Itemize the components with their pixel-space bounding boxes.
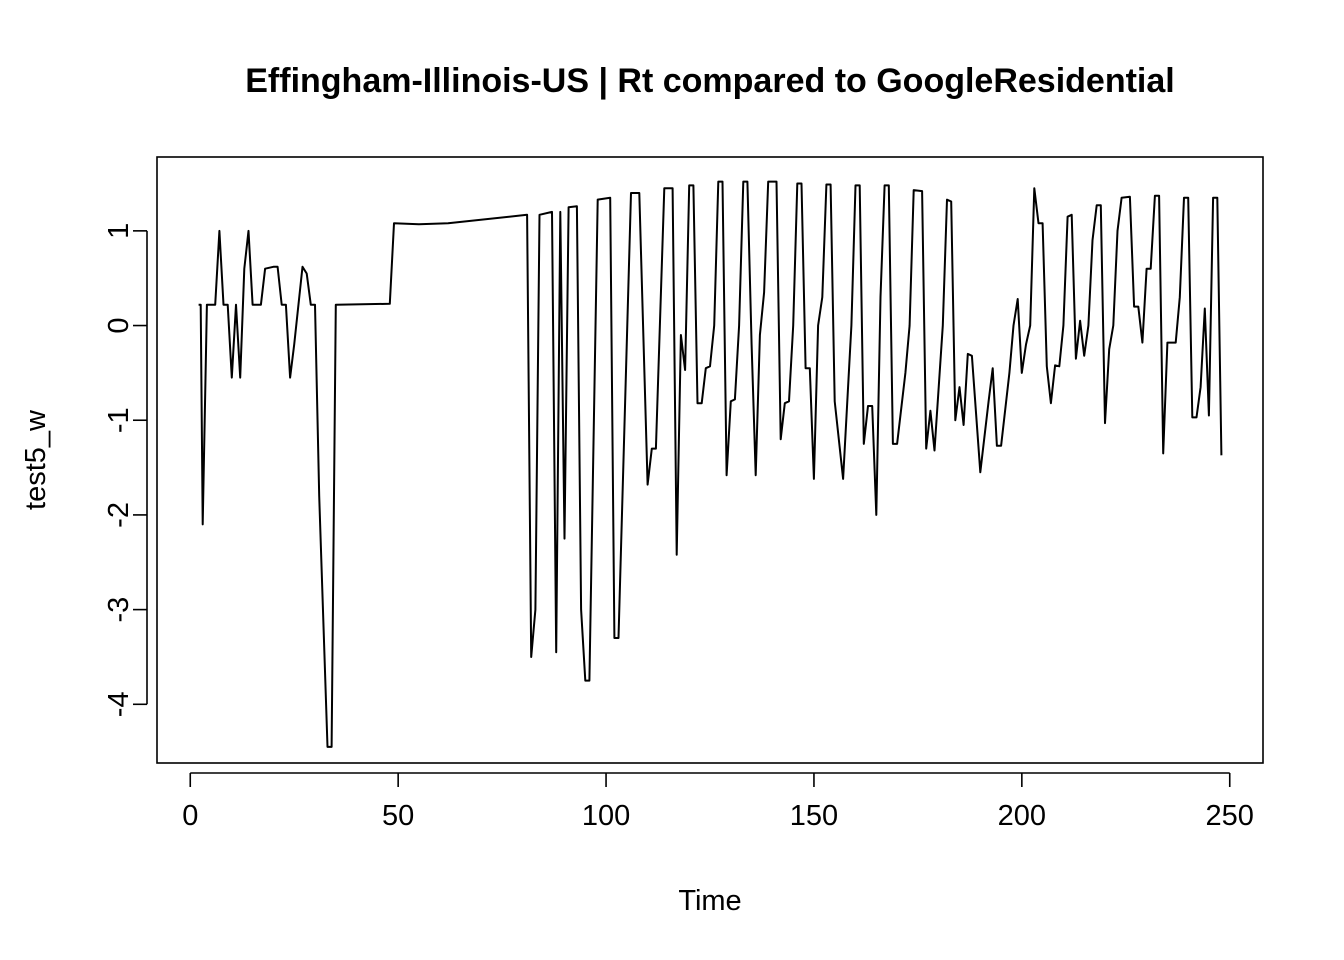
y-axis-label: test5_w: [20, 409, 52, 510]
y-tick-label: -3: [103, 597, 135, 623]
y-tick-label: -2: [103, 502, 135, 528]
plot-area: [156, 156, 1264, 764]
x-tick-label: 100: [582, 800, 630, 832]
y-axis: -4 -3 -2 -1 0 1: [103, 223, 148, 717]
y-tick-label: -1: [103, 407, 135, 433]
series-group: [198, 180, 1223, 748]
x-tick-label: 50: [382, 800, 414, 832]
chart-title: Effingham-Illinois-US | Rt compared to G…: [245, 62, 1174, 100]
y-tick-label: 0: [103, 317, 135, 333]
x-axis: 0 50 100 150 200 250: [182, 772, 1254, 832]
x-tick-label: 0: [182, 800, 198, 832]
x-tick-label: 200: [998, 800, 1046, 832]
x-axis-label: Time: [678, 885, 741, 917]
x-tick-label: 150: [790, 800, 838, 832]
y-tick-label: -4: [103, 691, 135, 717]
y-tick-label: 1: [103, 223, 135, 239]
series-line: [198, 180, 1223, 748]
x-tick-label: 250: [1206, 800, 1254, 832]
